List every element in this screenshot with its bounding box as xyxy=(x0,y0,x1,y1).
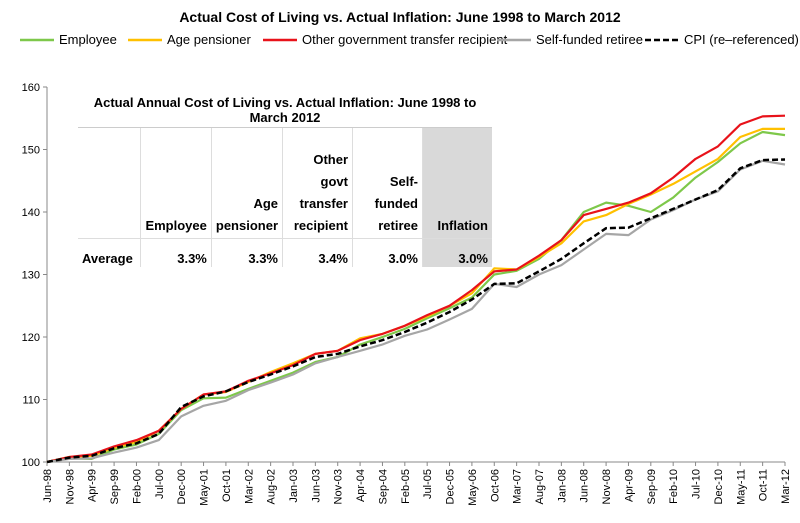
x-tick-label: Jun-98 xyxy=(42,469,54,503)
x-tick-label: Mar-07 xyxy=(512,469,524,504)
legend-label: Self-funded retiree xyxy=(536,32,643,47)
x-tick-label: Jul-00 xyxy=(154,469,166,499)
x-tick-label: Apr-99 xyxy=(87,469,99,502)
y-tick-label: 130 xyxy=(22,270,40,282)
row-label: Average xyxy=(78,238,141,267)
series-line xyxy=(46,158,786,464)
legend-label: Employee xyxy=(59,32,117,47)
data-row: Average 3.3% 3.3% 3.4% 3.0% 3.0% xyxy=(78,238,492,267)
x-tick-label: Oct-11 xyxy=(758,469,770,501)
series-line xyxy=(46,130,786,464)
y-tick-label: 100 xyxy=(22,457,40,469)
x-tick-label: Jun-08 xyxy=(579,469,591,503)
inset-table: Actual Annual Cost of Living vs. Actual … xyxy=(78,93,492,267)
x-tick-label: Feb-00 xyxy=(131,469,143,504)
x-tick-label: Jan-08 xyxy=(556,469,568,503)
x-tick-label: Dec-05 xyxy=(445,469,457,504)
x-tick-label: Nov-98 xyxy=(64,469,76,504)
x-tick-label: Aug-02 xyxy=(266,469,278,504)
column-header: Inflation xyxy=(422,127,492,239)
x-tick-label: Feb-05 xyxy=(400,469,412,504)
x-tick-label: Apr-09 xyxy=(623,469,635,502)
table-cell: 3.0% xyxy=(422,238,492,267)
x-tick-label: May-11 xyxy=(735,469,747,505)
legend-label: Other government transfer recipient xyxy=(302,32,508,47)
chart-title: Actual Cost of Living vs. Actual Inflati… xyxy=(179,9,621,25)
x-tick-label: Sep-04 xyxy=(377,469,389,504)
x-tick-label: Feb-10 xyxy=(668,469,680,504)
column-header: Self-funded retiree xyxy=(352,127,423,239)
x-tick-label: Jul-10 xyxy=(691,469,703,499)
table-cell: 3.3% xyxy=(210,238,283,267)
y-tick-label: 120 xyxy=(22,332,40,344)
x-tick-label: Nov-03 xyxy=(333,469,345,504)
y-tick-label: 140 xyxy=(22,207,40,219)
series-line xyxy=(46,114,786,464)
table-cell: 3.3% xyxy=(140,238,212,267)
x-tick-label: Aug-07 xyxy=(534,469,546,504)
x-tick-label: Oct-01 xyxy=(221,469,233,502)
header-row: Employee Age pensioner Other govt transfer… xyxy=(78,127,492,239)
legend-label: Age pensioner xyxy=(167,32,252,47)
x-tick-label: Mar-12 xyxy=(780,469,792,504)
y-tick-label: 160 xyxy=(22,82,40,94)
table-cell: 3.4% xyxy=(282,238,353,267)
x-tick-label: Jan-03 xyxy=(288,469,300,503)
x-tick-label: Dec-10 xyxy=(713,469,725,504)
x-tick-label: Jun-03 xyxy=(310,469,322,503)
legend-label: CPI (re–referenced) xyxy=(684,32,799,47)
table-cell: 3.0% xyxy=(352,238,423,267)
column-header: Other govt transfer recipient xyxy=(282,127,353,239)
x-tick-label: Dec-00 xyxy=(176,469,188,504)
corner-cell xyxy=(78,128,141,239)
column-header: Employee xyxy=(140,127,212,239)
x-tick-label: Sep-99 xyxy=(109,469,121,504)
x-tick-label: Jul-05 xyxy=(422,469,434,499)
x-tick-label: May-06 xyxy=(467,469,479,506)
table-title: Actual Annual Cost of Living vs. Actual … xyxy=(78,93,492,128)
x-tick-label: Oct-06 xyxy=(489,469,501,502)
x-tick-label: Apr-04 xyxy=(355,469,367,502)
x-tick-label: Mar-02 xyxy=(243,469,255,504)
x-tick-label: Sep-09 xyxy=(646,469,658,504)
x-tick-label: Nov-08 xyxy=(601,469,613,504)
column-header: Age pensioner xyxy=(210,127,283,239)
table-title-row: Actual Annual Cost of Living vs. Actual … xyxy=(78,93,492,128)
y-tick-label: 110 xyxy=(22,395,40,407)
y-tick-label: 150 xyxy=(22,145,40,157)
x-tick-label: May-01 xyxy=(199,469,211,506)
